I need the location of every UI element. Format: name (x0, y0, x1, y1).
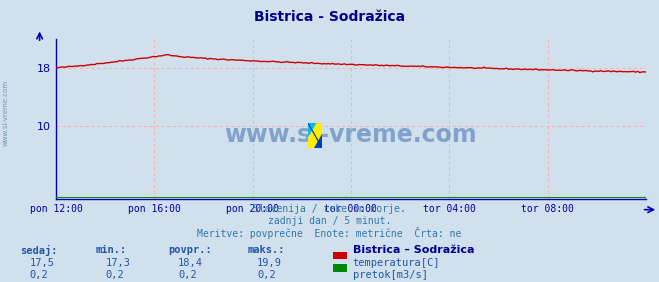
Text: 18,4: 18,4 (178, 258, 203, 268)
Text: Bistrica - Sodražica: Bistrica - Sodražica (254, 10, 405, 24)
Text: min.:: min.: (96, 245, 127, 255)
Text: 0,2: 0,2 (257, 270, 275, 280)
Text: 0,2: 0,2 (105, 270, 124, 280)
Text: pretok[m3/s]: pretok[m3/s] (353, 270, 428, 280)
Text: povpr.:: povpr.: (168, 245, 212, 255)
Text: zadnji dan / 5 minut.: zadnji dan / 5 minut. (268, 216, 391, 226)
Text: sedaj:: sedaj: (20, 245, 57, 256)
Polygon shape (308, 123, 316, 137)
Polygon shape (314, 134, 322, 148)
Text: 19,9: 19,9 (257, 258, 282, 268)
Text: 17,3: 17,3 (105, 258, 130, 268)
Text: 17,5: 17,5 (30, 258, 55, 268)
Text: www.si-vreme.com: www.si-vreme.com (225, 123, 477, 147)
Text: temperatura[C]: temperatura[C] (353, 258, 440, 268)
Text: Bistrica – Sodražica: Bistrica – Sodražica (353, 245, 474, 255)
Text: maks.:: maks.: (247, 245, 285, 255)
Text: 0,2: 0,2 (178, 270, 196, 280)
Text: www.si-vreme.com: www.si-vreme.com (2, 80, 9, 146)
Text: Meritve: povprečne  Enote: metrične  Črta: ne: Meritve: povprečne Enote: metrične Črta:… (197, 227, 462, 239)
Text: Slovenija / reke in morje.: Slovenija / reke in morje. (253, 204, 406, 214)
Polygon shape (308, 123, 322, 148)
Text: 0,2: 0,2 (30, 270, 48, 280)
